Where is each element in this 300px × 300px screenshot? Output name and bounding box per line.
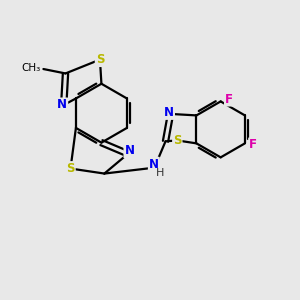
Text: F: F: [225, 93, 233, 106]
Text: H: H: [156, 168, 164, 178]
Text: S: S: [173, 134, 182, 147]
Text: S: S: [66, 162, 75, 175]
Text: N: N: [124, 144, 134, 158]
Text: N: N: [149, 158, 159, 171]
Text: N: N: [164, 106, 174, 119]
Text: F: F: [249, 138, 257, 151]
Text: CH₃: CH₃: [21, 63, 40, 73]
Text: N: N: [57, 98, 67, 111]
Text: S: S: [96, 53, 104, 66]
